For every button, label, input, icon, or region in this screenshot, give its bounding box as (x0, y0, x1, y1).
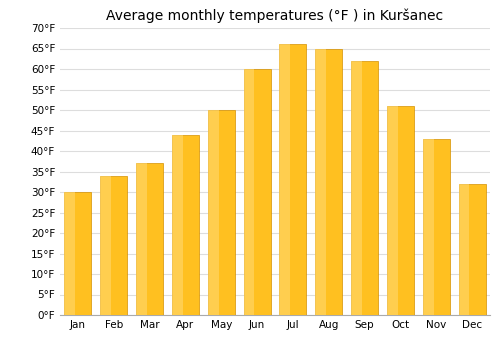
FancyBboxPatch shape (100, 176, 111, 315)
Bar (208, 110, 234, 315)
Bar (280, 44, 306, 315)
Bar (100, 176, 127, 315)
FancyBboxPatch shape (280, 44, 290, 315)
Bar (172, 135, 199, 315)
Bar (387, 106, 414, 315)
Bar (351, 61, 378, 315)
FancyBboxPatch shape (136, 163, 147, 315)
FancyBboxPatch shape (458, 184, 469, 315)
FancyBboxPatch shape (316, 49, 326, 315)
Bar (458, 184, 485, 315)
FancyBboxPatch shape (423, 139, 434, 315)
FancyBboxPatch shape (64, 192, 75, 315)
Bar (136, 163, 163, 315)
Bar (423, 139, 450, 315)
FancyBboxPatch shape (208, 110, 218, 315)
FancyBboxPatch shape (387, 106, 398, 315)
Bar (316, 49, 342, 315)
Bar (64, 192, 92, 315)
Title: Average monthly temperatures (°F ) in Kuršanec: Average monthly temperatures (°F ) in Ku… (106, 8, 444, 23)
Bar (244, 69, 270, 315)
FancyBboxPatch shape (172, 135, 182, 315)
FancyBboxPatch shape (244, 69, 254, 315)
FancyBboxPatch shape (351, 61, 362, 315)
